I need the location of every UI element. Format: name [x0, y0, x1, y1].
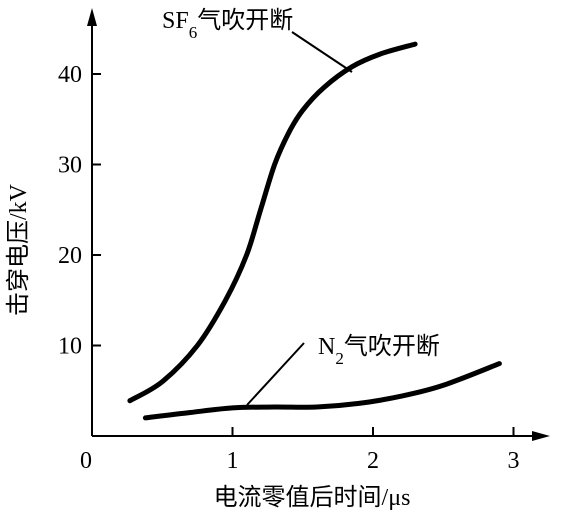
y-tick-label: 30: [58, 153, 82, 179]
leader-line-sf6: [291, 31, 353, 73]
series-line-sf6: [127, 41, 418, 404]
series-labels: SF6气吹开断 N2气吹开断: [162, 7, 440, 406]
origin-label: 0: [80, 448, 92, 474]
series-line-n2: [142, 361, 502, 421]
series-label-sf6: SF6气吹开断: [162, 7, 293, 42]
curves: [127, 41, 502, 421]
y-axis-title: 击穿电压/kV: [5, 183, 32, 316]
x-tick-label: 3: [508, 448, 520, 474]
y-tick-label: 10: [58, 334, 82, 360]
leader-line-n2: [246, 342, 305, 406]
axes: 1 2 3 10 20 30 40: [58, 8, 550, 474]
series-label-n2: N2气吹开断: [318, 333, 440, 368]
y-axis-arrow: [87, 8, 97, 26]
x-tick-label: 2: [367, 448, 379, 474]
y-tick-label: 40: [58, 62, 82, 88]
y-tick-label: 20: [58, 243, 82, 269]
x-tick-label: 1: [227, 448, 239, 474]
x-axis-arrow: [532, 431, 550, 441]
x-axis-title: 电流零值后时间/μs: [214, 484, 411, 511]
